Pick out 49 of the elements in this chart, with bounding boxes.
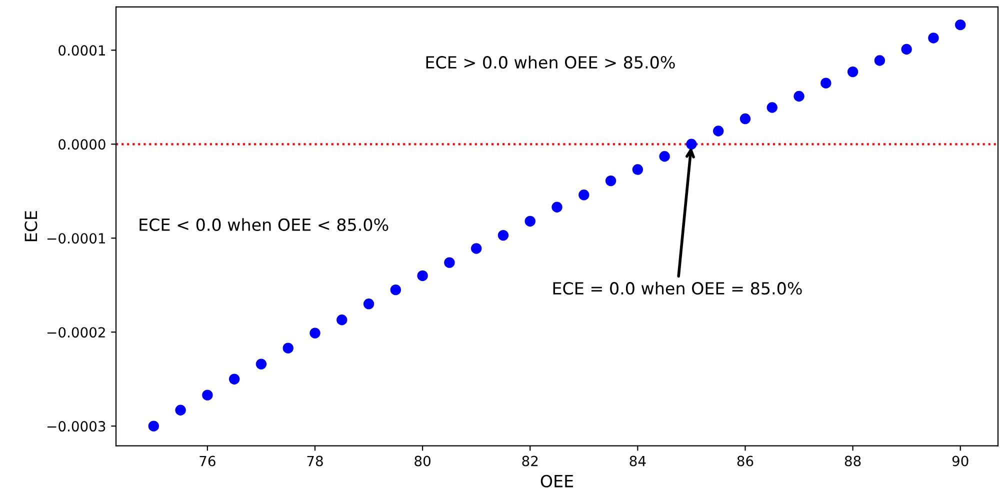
point xyxy=(659,151,670,162)
point xyxy=(417,270,428,282)
y-tick-label: 0.0001 xyxy=(58,45,105,56)
annotation: ECE = 0.0 when OEE = 85.0% xyxy=(553,282,802,295)
x-axis-title: OEE xyxy=(540,474,574,488)
point xyxy=(794,90,804,102)
y-tick-label: −0.0002 xyxy=(48,327,105,338)
point xyxy=(470,243,482,254)
point xyxy=(820,78,832,88)
point xyxy=(874,55,886,66)
y-tick-label: −0.0003 xyxy=(48,421,106,432)
y-axis-title: ECE xyxy=(24,211,38,242)
x-tick-label: 86 xyxy=(737,456,754,466)
point xyxy=(363,298,374,310)
x-tick-label: 80 xyxy=(414,456,430,466)
x-tick-label: 76 xyxy=(200,456,216,466)
y-tick-label: −0.0001 xyxy=(48,233,105,244)
point xyxy=(712,126,724,136)
point xyxy=(928,32,939,44)
x-tick-label: 78 xyxy=(307,456,323,466)
point xyxy=(202,390,213,400)
point xyxy=(740,113,751,124)
point xyxy=(148,420,159,432)
y-tick-label: 0.0000 xyxy=(58,139,106,150)
point xyxy=(524,216,536,227)
point xyxy=(444,257,455,268)
point xyxy=(336,314,348,326)
x-tick-label: 82 xyxy=(522,456,538,466)
point xyxy=(228,374,240,384)
point xyxy=(766,102,778,113)
point xyxy=(282,342,294,354)
point xyxy=(578,190,590,200)
point xyxy=(390,284,402,296)
point xyxy=(552,202,562,212)
point xyxy=(847,66,858,78)
x-tick-label: 88 xyxy=(844,456,861,466)
point xyxy=(632,164,644,175)
annotation: ECE < 0.0 when OEE < 85.0% xyxy=(140,218,388,232)
x-tick-label: 90 xyxy=(952,456,968,466)
point xyxy=(310,328,320,338)
annotation: ECE > 0.0 when OEE > 85.0% xyxy=(426,56,675,69)
point xyxy=(175,404,186,416)
point xyxy=(605,175,616,186)
point xyxy=(498,230,509,241)
point xyxy=(686,138,697,150)
point xyxy=(901,44,912,55)
x-tick-label: 84 xyxy=(630,456,646,466)
point xyxy=(955,19,966,30)
point xyxy=(256,358,267,370)
